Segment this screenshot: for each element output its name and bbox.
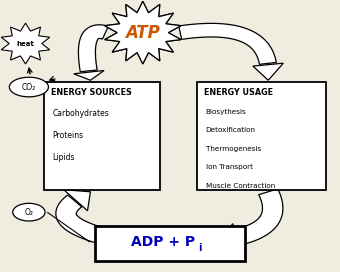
Polygon shape — [222, 224, 242, 251]
Polygon shape — [74, 70, 104, 80]
Ellipse shape — [10, 77, 49, 97]
Text: i: i — [198, 243, 202, 252]
Text: ATP: ATP — [125, 24, 160, 42]
Text: ADP + P: ADP + P — [131, 235, 195, 249]
Text: heat: heat — [17, 41, 34, 47]
Text: CO₂: CO₂ — [22, 82, 36, 92]
Text: Muscle Contraction: Muscle Contraction — [206, 183, 275, 189]
Text: O₂: O₂ — [24, 208, 33, 217]
Text: ATP: ATP — [125, 24, 160, 42]
Text: Carbohydrates: Carbohydrates — [53, 109, 109, 118]
Text: Ion Transport: Ion Transport — [206, 164, 253, 170]
Text: Proteins: Proteins — [53, 131, 84, 140]
Polygon shape — [236, 189, 283, 245]
FancyBboxPatch shape — [44, 82, 160, 190]
Polygon shape — [253, 63, 283, 80]
Polygon shape — [179, 23, 276, 64]
FancyBboxPatch shape — [197, 82, 326, 190]
Text: ENERGY USAGE: ENERGY USAGE — [204, 88, 273, 97]
FancyBboxPatch shape — [95, 226, 245, 261]
Text: Thermogenesis: Thermogenesis — [206, 146, 261, 152]
Ellipse shape — [13, 203, 45, 221]
Polygon shape — [105, 1, 181, 64]
Polygon shape — [79, 25, 108, 72]
Polygon shape — [64, 190, 90, 211]
Text: Lipids: Lipids — [53, 153, 75, 162]
Polygon shape — [1, 23, 50, 64]
Polygon shape — [105, 1, 181, 64]
Text: ENERGY SOURCES: ENERGY SOURCES — [51, 88, 132, 97]
Polygon shape — [56, 195, 120, 248]
Text: Biosythesis: Biosythesis — [206, 109, 246, 115]
Text: Detoxification: Detoxification — [206, 127, 256, 133]
